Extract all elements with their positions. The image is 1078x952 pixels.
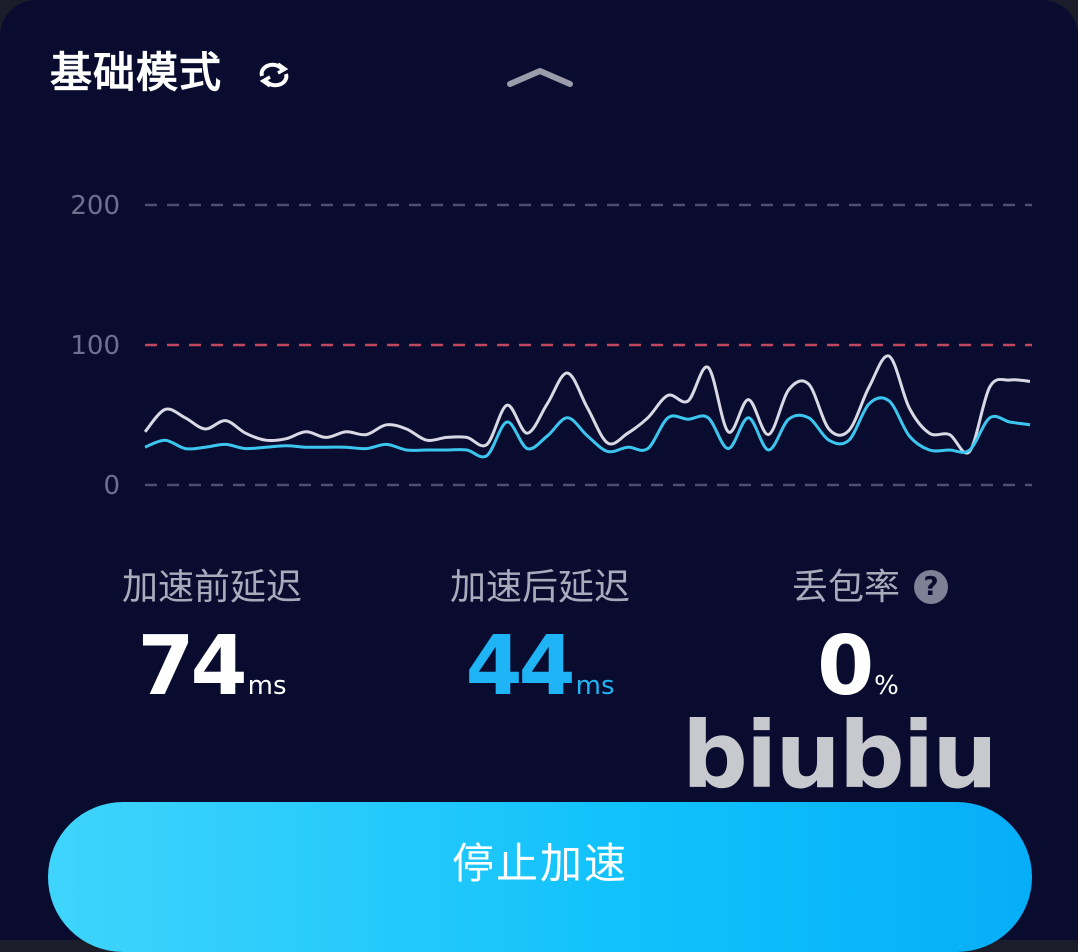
y-tick-label: 0 <box>103 471 120 501</box>
chevron-up-icon[interactable] <box>505 62 575 92</box>
stop-acceleration-label: 停止加速 <box>451 839 628 888</box>
stat-label: 丢包率 <box>791 567 900 608</box>
stat-after: 加速后延迟 44 ms <box>436 566 644 708</box>
y-tick-label: 100 <box>70 331 120 361</box>
y-tick-label: 200 <box>70 191 120 221</box>
stat-label: 加速前延迟 <box>121 567 302 608</box>
series-before-line <box>143 354 1031 455</box>
stat-unit: ms <box>575 671 615 701</box>
watermark-logo: biubiu <box>682 702 998 809</box>
stat-unit: ms <box>247 671 287 701</box>
stat-value: 0 <box>817 619 874 714</box>
latency-chart: 200 100 0 <box>70 191 1032 501</box>
stat-value: 74 <box>137 619 248 714</box>
mode-title[interactable]: 基础模式 <box>50 48 223 97</box>
stat-before: 加速前延迟 74 ms <box>108 566 316 708</box>
stat-label: 加速后延迟 <box>449 567 630 608</box>
stat-unit: % <box>874 671 899 701</box>
help-icon[interactable]: ? <box>914 570 948 604</box>
refresh-icon[interactable] <box>256 60 292 90</box>
stat-value: 44 <box>465 619 576 714</box>
stat-packet-loss: 丢包率? 0% <box>770 566 970 708</box>
stop-acceleration-button[interactable]: 停止加速 <box>48 802 1032 952</box>
series-after-line <box>144 396 1031 459</box>
